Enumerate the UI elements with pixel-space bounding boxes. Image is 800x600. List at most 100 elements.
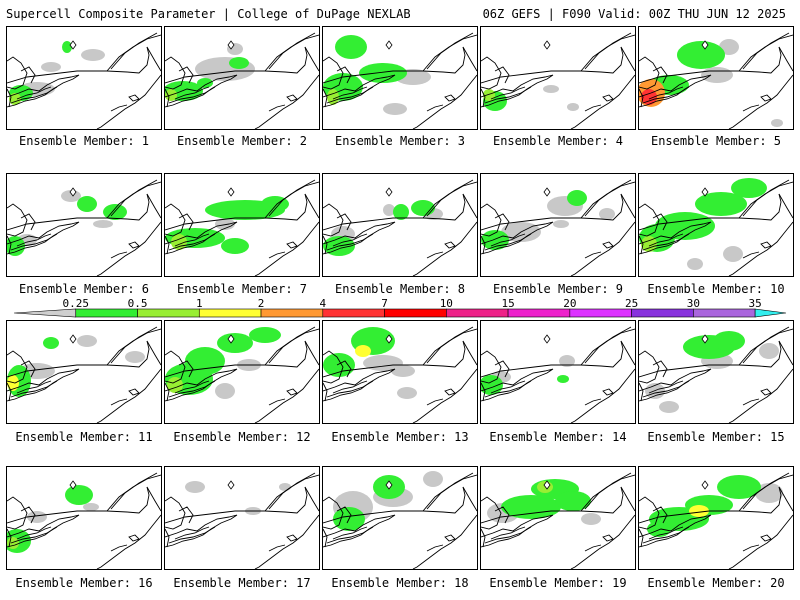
coastline-border	[332, 86, 368, 100]
map-canvas	[639, 178, 793, 276]
ensemble-member-map	[480, 26, 636, 130]
coastline-border	[462, 486, 477, 512]
color-scale-segment	[137, 308, 200, 318]
scp-contour-area	[9, 93, 21, 105]
coastline-border	[165, 496, 186, 530]
coastline-border	[584, 472, 632, 510]
coastline-border	[168, 526, 216, 544]
ensemble-member-map	[638, 26, 794, 130]
coastline-border	[165, 46, 308, 84]
coastline-border	[165, 350, 186, 384]
coastline-border	[639, 350, 660, 384]
coastline-border	[7, 350, 28, 384]
coastline-border	[642, 526, 690, 544]
coastline-border	[7, 46, 150, 84]
coastline-border	[110, 544, 128, 552]
coastline-border	[584, 104, 602, 112]
coastline-border	[426, 398, 444, 406]
coastline-border	[323, 46, 466, 84]
scp-contour-area	[641, 89, 657, 105]
coastline-border	[168, 86, 216, 104]
coastline-border	[422, 328, 477, 366]
scp-contour-area	[677, 41, 725, 69]
coastline-border	[326, 233, 374, 251]
coastline-border	[7, 235, 12, 255]
coastline-border	[620, 46, 635, 72]
scp-contour-area	[543, 85, 559, 93]
coastline-border	[490, 233, 526, 247]
scp-contour-area	[335, 35, 367, 59]
coastline-border	[760, 241, 772, 249]
coastline-border	[254, 74, 319, 129]
location-marker-icon	[69, 187, 77, 197]
coastline-border	[648, 86, 684, 100]
coastline-border	[165, 193, 308, 231]
coastline-border	[264, 474, 319, 512]
coastline-border	[7, 382, 12, 402]
coastline-border	[20, 66, 36, 84]
ensemble-member-label: Ensemble Member: 17	[173, 576, 311, 590]
coastline-border	[10, 86, 58, 104]
coastline-border	[7, 193, 150, 231]
scp-contour-area	[359, 63, 407, 83]
coastline-border	[639, 46, 782, 84]
coastline-border	[444, 241, 456, 249]
ensemble-member-label: Ensemble Member: 13	[331, 430, 469, 444]
scp-contour-area	[719, 39, 739, 55]
coastline-border	[165, 235, 170, 255]
coastline-border	[481, 340, 624, 378]
coastline-border	[178, 213, 194, 231]
coastline-border	[652, 360, 668, 378]
coastline-border	[128, 534, 140, 542]
coastline-border	[168, 380, 216, 398]
color-scale-segment	[322, 308, 385, 318]
coastline-border	[742, 251, 760, 259]
location-marker-icon	[385, 187, 393, 197]
color-scale-tick-label: 1	[195, 297, 203, 310]
map-canvas	[7, 472, 161, 569]
color-scale-segment	[507, 308, 571, 318]
ensemble-member-label: Ensemble Member: 7	[176, 282, 308, 296]
coastline-border	[7, 74, 80, 108]
scp-contour-area	[567, 103, 579, 111]
coastline-border	[268, 104, 286, 112]
coastline-border	[481, 496, 502, 530]
coastline-border	[728, 514, 793, 569]
scp-contour-area	[713, 331, 745, 351]
location-marker-icon	[69, 480, 77, 490]
coastline-border	[323, 368, 396, 402]
coastline-border	[484, 233, 532, 251]
ensemble-member-map	[6, 320, 162, 424]
coastline-border	[728, 368, 793, 423]
coastline-border	[462, 193, 477, 219]
scp-contour-area	[537, 481, 553, 493]
coastline-border	[10, 233, 58, 251]
map-canvas	[7, 326, 161, 423]
coastline-border	[146, 486, 161, 512]
scp-contour-area	[93, 220, 113, 228]
coastline-border	[584, 398, 602, 406]
coastline-border	[323, 382, 328, 402]
scp-contour-area	[599, 208, 615, 220]
map-canvas	[639, 472, 793, 569]
coastline-border	[286, 534, 298, 542]
coastline-border	[165, 486, 308, 524]
coastline-border	[639, 340, 782, 378]
color-scale-tick-label: 30	[686, 297, 700, 310]
coastline-border	[336, 506, 352, 524]
coastline-border	[96, 74, 161, 129]
scp-contour-area	[641, 236, 657, 252]
coastline-border	[323, 235, 328, 255]
ensemble-member-map	[638, 466, 794, 570]
coastline-border	[580, 474, 635, 512]
coastline-border	[323, 486, 466, 524]
coastline-border	[165, 340, 308, 378]
color-scale-segment	[198, 308, 262, 318]
coastline-border	[96, 514, 161, 569]
color-scale-tick-label: 0.5	[127, 297, 148, 310]
coastline-border	[96, 368, 161, 423]
coastline-border	[462, 46, 477, 72]
scp-contour-area	[755, 483, 783, 503]
location-marker-icon	[543, 334, 551, 344]
coastline-border	[602, 534, 614, 542]
